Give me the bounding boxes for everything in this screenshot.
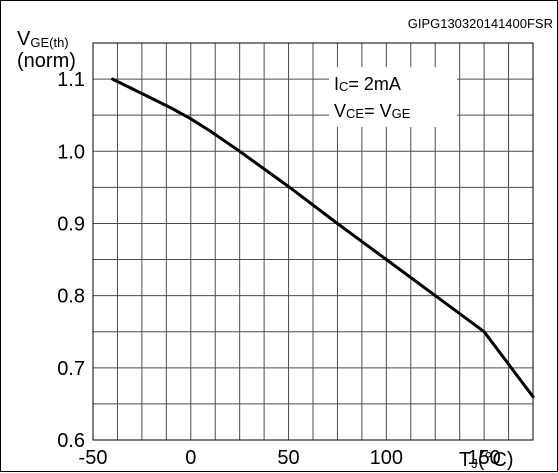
x-axis-title-unit: (°C): [478, 449, 514, 471]
x-tick-label: 0: [185, 447, 196, 469]
annotation-ic: IC= 2mA: [334, 74, 401, 94]
x-tick-label: 100: [370, 447, 403, 469]
y-tick-label: 1.1: [57, 69, 85, 91]
figure-id: GIPG130320141400FSR: [408, 16, 553, 31]
annotation-ic-main: I: [334, 74, 339, 94]
annotation-vce-main: V: [334, 101, 346, 121]
annotation-ic-value: = 2mA: [348, 74, 401, 94]
x-tick-label: 50: [277, 447, 299, 469]
annotation-vce: VCE= VGE: [334, 101, 411, 121]
annotation-ic-sub: C: [339, 79, 348, 94]
y-tick-label: 0.9: [57, 213, 85, 235]
plot-border: [92, 42, 534, 441]
x-tick-label: -50: [79, 447, 108, 469]
series-line: [111, 77, 535, 399]
x-axis-title: TJ(°C): [459, 449, 513, 471]
y-tick-label: 0.7: [57, 358, 85, 380]
x-tick-label: 150: [467, 447, 500, 469]
y-axis-title-sub: GE(th): [30, 35, 68, 50]
y-axis-unit: (norm): [17, 50, 76, 72]
y-axis-title-main: V: [17, 28, 31, 50]
y-tick-label: 0.8: [57, 286, 85, 308]
tick-labels: -50 0 50 100 150 0.6 0.7 0.8 0.9 1.0 1.1: [57, 69, 501, 469]
legend-box: [329, 67, 457, 127]
annotation-vce-sub: CE: [346, 106, 364, 121]
y-axis-title: VGE(th): [17, 28, 69, 50]
y-tick-label: 0.6: [57, 430, 85, 452]
x-axis-title-sub: J: [471, 456, 478, 471]
y-tick-label: 1.0: [57, 141, 85, 163]
x-axis-title-main: T: [459, 449, 471, 471]
annotation-vge-sub: GE: [392, 106, 411, 121]
annotation-vce-eq: = V: [364, 101, 392, 121]
series-layer: [111, 77, 535, 399]
